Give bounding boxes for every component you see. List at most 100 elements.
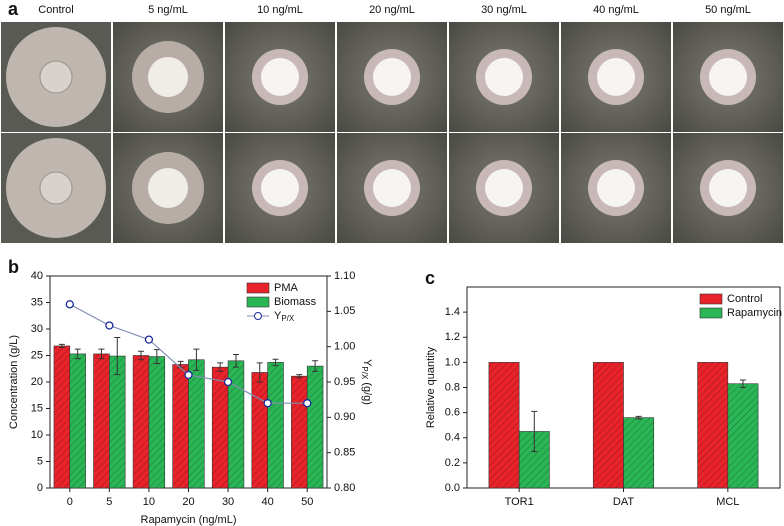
bar-hatch [212, 367, 229, 488]
y-tick-label: 10 [31, 429, 43, 441]
error-bar [193, 348, 200, 371]
legend-swatch [246, 282, 270, 294]
error-bar [232, 353, 239, 368]
legend-name: PMA [274, 282, 299, 294]
y-tick-label: 5 [37, 455, 43, 467]
bar-hatch [109, 356, 126, 488]
line-marker [144, 335, 154, 344]
y2-tick-label: 1.00 [334, 341, 355, 353]
x-tick-label: 10 [143, 496, 155, 508]
line-marker [303, 399, 312, 408]
line-marker [184, 370, 193, 380]
bar-hatch [251, 372, 268, 488]
bar-hatch [267, 362, 284, 488]
colony-center [709, 169, 747, 207]
y-tick-label: 20 [31, 376, 43, 388]
legend-label: PMA [274, 282, 299, 294]
legend-sub: P/X [281, 314, 295, 323]
colony-center [148, 57, 188, 97]
bar-hatch [291, 376, 308, 488]
bar-hatch [93, 353, 110, 488]
y2-label-main: Y [361, 359, 373, 367]
error-bar [138, 350, 145, 361]
column-label: 50 ng/mL [705, 4, 751, 16]
x-tick-label: 30 [222, 496, 234, 508]
y-tick-label: 1.4 [445, 306, 460, 318]
bar-hatch [697, 362, 728, 488]
x-tick-label: 5 [106, 496, 112, 508]
error-bar [256, 362, 263, 383]
column-label: Control [38, 4, 73, 16]
legend-name: Rapamycin [727, 307, 782, 319]
y-tick-label: 15 [31, 402, 43, 414]
colony-center [485, 58, 523, 96]
y-tick-label: 0.4 [445, 432, 460, 444]
bar-hatch [593, 362, 624, 488]
bar-hatch [228, 360, 244, 488]
column-label: 40 ng/mL [593, 4, 639, 16]
x-tick-label: 50 [301, 496, 313, 508]
y-tick-label: 30 [31, 323, 43, 335]
legend-label: Control [727, 293, 762, 305]
error-bar [531, 410, 538, 453]
colony-center [373, 58, 411, 96]
error-bar [312, 360, 319, 372]
legend-name: Y [274, 310, 282, 322]
y-tick-label: 40 [31, 270, 43, 282]
x-axis-label: Rapamycin (ng/mL) [141, 514, 237, 526]
y-tick-label: 0 [37, 482, 43, 494]
error-bar [74, 348, 81, 360]
panel-label: c [425, 268, 435, 288]
colony-center [597, 58, 635, 96]
y-tick-label: 0.2 [445, 457, 460, 469]
legend-name: Biomass [274, 296, 317, 308]
colony-center [261, 58, 299, 96]
y2-tick-label: 1.10 [334, 270, 355, 282]
x-tick-label: 40 [262, 496, 274, 508]
legend-swatch [699, 307, 723, 319]
error-bar [296, 374, 303, 379]
y2-tick-label: 0.80 [334, 482, 355, 494]
y2-label-unit: (g/g) [361, 382, 373, 405]
y-tick-label: 1.2 [445, 331, 460, 343]
y-tick-label: 0.6 [445, 407, 460, 419]
bar-hatch [727, 383, 759, 488]
colony-center [709, 58, 747, 96]
y-axis-label: Concentration (g/L) [8, 335, 20, 429]
bar-hatch [188, 359, 205, 488]
column-label: 30 ng/mL [481, 4, 527, 16]
error-bar [153, 349, 160, 364]
x-tick-label: TOR1 [505, 496, 534, 508]
colony-center [597, 169, 635, 207]
x-tick-label: MCL [716, 496, 739, 508]
colony-center [39, 171, 73, 205]
colony-center [39, 60, 73, 94]
column-label: 10 ng/mL [257, 4, 303, 16]
colony-center [148, 168, 188, 208]
line-marker [65, 300, 74, 309]
error-bar [114, 336, 121, 376]
panel-label: b [8, 257, 19, 277]
colony-center [373, 169, 411, 207]
column-label: 20 ng/mL [369, 4, 415, 16]
column-label: 5 ng/mL [148, 4, 188, 16]
y-axis-label: Relative quantity [425, 346, 437, 428]
error-bar [635, 415, 642, 420]
y-tick-label: 1.0 [445, 356, 460, 368]
error-bar [272, 358, 279, 367]
y2-label-sub: P/X [360, 366, 369, 380]
y2-tick-label: 0.95 [334, 376, 355, 388]
line-marker [223, 377, 233, 387]
bar-hatch [307, 366, 324, 488]
legend-marker [254, 312, 262, 320]
y-tick-label: 35 [31, 296, 43, 308]
x-tick-label: DAT [613, 496, 634, 508]
bar-hatch [148, 356, 165, 488]
colony-center [485, 169, 523, 207]
y-tick-label: 25 [31, 349, 43, 361]
legend-label: Biomass [274, 296, 317, 308]
x-tick-label: 20 [182, 496, 194, 508]
legend-name: Control [727, 293, 762, 305]
